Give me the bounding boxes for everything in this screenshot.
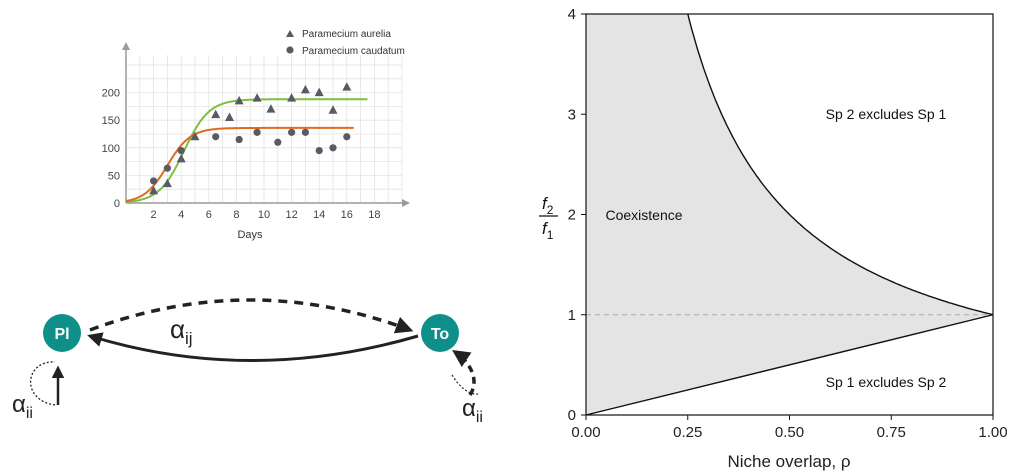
chart1-x-tick-label: 2 xyxy=(151,209,157,221)
chart2-y-tick-label: 4 xyxy=(568,6,576,23)
caudatum-point xyxy=(163,164,171,172)
chart1-x-tick-label: 10 xyxy=(258,209,270,221)
label-alpha-ii-left: αii xyxy=(12,391,33,422)
aurelia-point xyxy=(211,109,221,119)
chart1-y-axis-arrow xyxy=(122,42,130,50)
caudatum-point xyxy=(315,146,323,155)
upper-boundary-curve xyxy=(687,13,994,316)
aurelia-point xyxy=(190,131,200,141)
label-alpha-ii-right-symbol: α xyxy=(462,395,476,422)
label-alpha-ii-right: αii xyxy=(462,395,483,426)
aurelia-point xyxy=(314,87,324,97)
chart1-y-tick-label: 100 xyxy=(102,143,120,155)
aurelia-point xyxy=(300,84,310,94)
chart1-x-tick-label: 14 xyxy=(313,209,325,221)
chart1-x-tick-label: 6 xyxy=(206,209,212,221)
caudatum-point xyxy=(235,135,243,144)
label-alpha-ii-right-sub: ii xyxy=(476,409,483,426)
chart1-y-tick-label: 200 xyxy=(102,88,120,100)
chart1-x-tick-label: 8 xyxy=(233,209,239,221)
label-alpha-ij-symbol: α xyxy=(170,314,185,344)
label-alpha-ii-left-sub: ii xyxy=(26,405,33,422)
caudatum-point xyxy=(329,144,337,152)
caudatum-point xyxy=(253,128,261,136)
y-title-num-letter: f xyxy=(542,194,549,213)
chart1-legend: Paramecium aurelia Paramecium caudatum xyxy=(286,29,405,57)
aurelia-point xyxy=(149,185,159,195)
node-pl xyxy=(43,314,81,352)
chart2-y-tick-label: 1 xyxy=(568,307,576,324)
dashed-arrow-pl-to-to xyxy=(89,298,414,334)
aurelia-point xyxy=(225,112,234,121)
interaction-diagram: Pl To αij αii αii xyxy=(12,298,483,426)
y-title-den-letter: f xyxy=(542,219,549,238)
aurelia-point xyxy=(287,93,297,102)
chart2-x-tick-label: 0.75 xyxy=(877,424,906,441)
paramecium-growth-chart: 2 4 6 8 10 12 14 16 18 50 100 150 200 0 Days Parameci… xyxy=(102,29,410,241)
caudatum-point xyxy=(343,133,351,141)
chart1-x-axis-title: Days xyxy=(237,229,263,241)
aurelia-point xyxy=(328,105,338,114)
curve-caudatum xyxy=(125,126,354,202)
aurelia-point xyxy=(266,104,276,113)
chart1-y-tick-label: 150 xyxy=(102,115,120,127)
chart1-x-tick-label: 12 xyxy=(285,209,297,221)
y-title-denominator: f1 xyxy=(542,219,554,242)
chart1-x-tick-label: 4 xyxy=(178,209,184,221)
aurelia-point xyxy=(342,82,352,91)
y-title-den-sub: 1 xyxy=(547,228,554,242)
caudatum-point xyxy=(150,177,158,185)
chart2-y-tick-label: 0 xyxy=(568,407,576,424)
chart1-data-points xyxy=(149,82,352,195)
annotation-coexistence: Coexistence xyxy=(605,207,682,223)
caudatum-point xyxy=(288,128,296,136)
legend-label-aurelia: Paramecium aurelia xyxy=(302,29,391,40)
caudatum-point xyxy=(177,146,185,155)
chart2-y-tick-label: 2 xyxy=(568,207,576,224)
aurelia-point xyxy=(252,93,262,102)
chart1-tick-labels: 2 4 6 8 10 12 14 16 18 50 100 150 200 0 xyxy=(102,88,381,221)
node-to xyxy=(421,314,459,352)
chart2-x-axis-title: Niche overlap, ρ xyxy=(727,452,850,471)
chart1-x-tick-label: 16 xyxy=(341,209,353,221)
node-to-label: To xyxy=(431,326,450,343)
chart1-y-tick-label: 0 xyxy=(114,198,120,210)
caudatum-point xyxy=(212,133,220,141)
chart2-x-tick-label: 1.00 xyxy=(978,424,1007,441)
node-pl-label: Pl xyxy=(54,326,69,343)
y-title-numerator: f2 xyxy=(542,194,554,217)
legend-triangle-marker xyxy=(286,30,294,37)
chart1-y-tick-label: 50 xyxy=(108,170,120,182)
caudatum-point xyxy=(274,138,282,146)
label-alpha-ii-left-symbol: α xyxy=(12,391,26,418)
chart2-x-tick-label: 0.50 xyxy=(775,424,804,441)
chart1-x-axis-arrow xyxy=(402,199,410,207)
annotation-sp2-excludes-sp1: Sp 2 excludes Sp 1 xyxy=(826,106,947,122)
aurelia-point xyxy=(234,95,244,105)
solid-arrow-to-to-pl xyxy=(87,332,419,362)
aurelia-point xyxy=(176,153,186,163)
caudatum-point xyxy=(301,128,309,136)
aurelia-point xyxy=(162,178,172,188)
chart1-x-tick-label: 18 xyxy=(368,209,380,221)
lower-boundary-line xyxy=(585,314,994,416)
label-alpha-ij-sub: ij xyxy=(185,329,193,348)
annotation-sp1-excludes-sp2: Sp 1 excludes Sp 2 xyxy=(826,374,947,390)
chart2-x-tick-label: 0.00 xyxy=(571,424,600,441)
self-loop-to xyxy=(452,350,476,396)
chart2-ticks: 0.00 0.25 0.50 0.75 1.00 0 1 2 3 4 xyxy=(568,6,1008,441)
y-title-num-sub: 2 xyxy=(547,203,554,217)
chart2-y-tick-label: 3 xyxy=(568,106,576,123)
chart2-x-tick-label: 0.25 xyxy=(673,424,702,441)
self-loop-pl xyxy=(30,361,56,406)
legend-label-caudatum: Paramecium caudatum xyxy=(302,46,405,57)
chart1-axes xyxy=(122,42,410,207)
chart2-y-axis-title: f2 f1 xyxy=(539,194,558,242)
label-alpha-ij: αij xyxy=(170,314,193,348)
legend-circle-marker xyxy=(286,46,294,54)
